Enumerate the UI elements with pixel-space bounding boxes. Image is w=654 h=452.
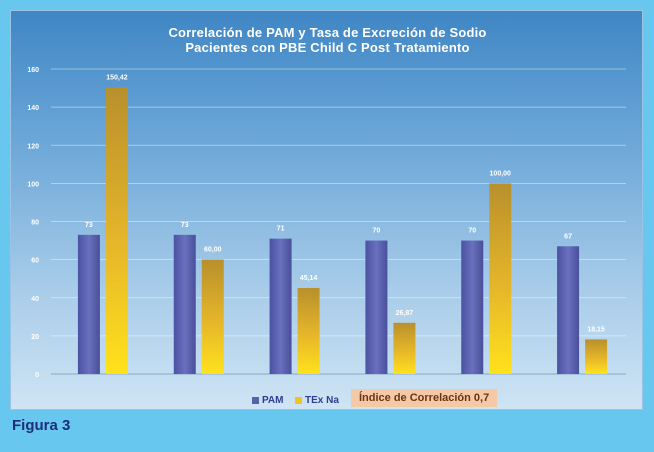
- y-tick-label: 40: [31, 296, 39, 303]
- y-tick-label: 0: [35, 372, 39, 379]
- chart-title: Correlación de PAM y Tasa de Excreción d…: [168, 25, 487, 40]
- correlation-index-box: Índice de Correlación 0,7: [351, 389, 498, 407]
- legend-label-pam: PAM: [262, 395, 284, 406]
- bar-texna: [201, 259, 224, 374]
- legend-swatch-pam: [252, 397, 259, 404]
- data-label-pam: 73: [85, 222, 93, 229]
- bar-pam: [365, 240, 388, 374]
- data-label-texna: 26,87: [396, 310, 414, 317]
- data-label-pam: 70: [373, 228, 381, 235]
- legend-label-texna: TEx Na: [305, 395, 339, 406]
- data-label-pam: 71: [277, 226, 285, 233]
- data-label-texna: 60,00: [204, 247, 222, 254]
- bar-texna: [393, 322, 416, 374]
- bar-pam: [557, 246, 580, 374]
- data-label-pam: 73: [181, 222, 189, 229]
- bar-texna: [585, 339, 608, 374]
- data-label-texna: 45,14: [300, 275, 318, 282]
- bar-texna: [105, 87, 128, 374]
- chart-panel: 0 20 40 60 80 100 120 140 160 73 73 71 70 70 67 150,42…: [10, 10, 643, 410]
- bar-chart: 0 20 40 60 80 100 120 140 160 73 73 71 70 70 67 150,42…: [27, 67, 626, 379]
- bar-pam: [173, 234, 196, 374]
- legend-item-texna: TEx Na: [295, 395, 339, 406]
- chart-subtitle: Pacientes con PBE Child C Post Tratamien…: [185, 40, 470, 55]
- y-tick-label: 160: [27, 67, 39, 74]
- figure-caption: Figura 3: [12, 417, 71, 434]
- y-tick-label: 120: [27, 143, 39, 150]
- y-tick-label: 80: [31, 220, 39, 227]
- bar-pam: [77, 234, 100, 374]
- bar-texna: [489, 183, 512, 374]
- bar-pam: [461, 240, 484, 374]
- data-label-texna: 150,42: [106, 74, 128, 81]
- bar-texna: [297, 287, 320, 374]
- data-label-pam: 70: [468, 228, 476, 235]
- y-tick-label: 100: [27, 181, 39, 188]
- data-label-pam: 67: [564, 233, 572, 240]
- data-label-texna: 18,15: [587, 326, 605, 333]
- y-tick-label: 60: [31, 258, 39, 265]
- data-label-texna: 100,00: [490, 170, 512, 177]
- legend-item-pam: PAM: [252, 395, 283, 406]
- y-tick-label: 140: [27, 105, 39, 112]
- y-tick-label: 20: [31, 334, 39, 341]
- bar-pam: [269, 238, 292, 374]
- legend-swatch-texna: [295, 397, 302, 404]
